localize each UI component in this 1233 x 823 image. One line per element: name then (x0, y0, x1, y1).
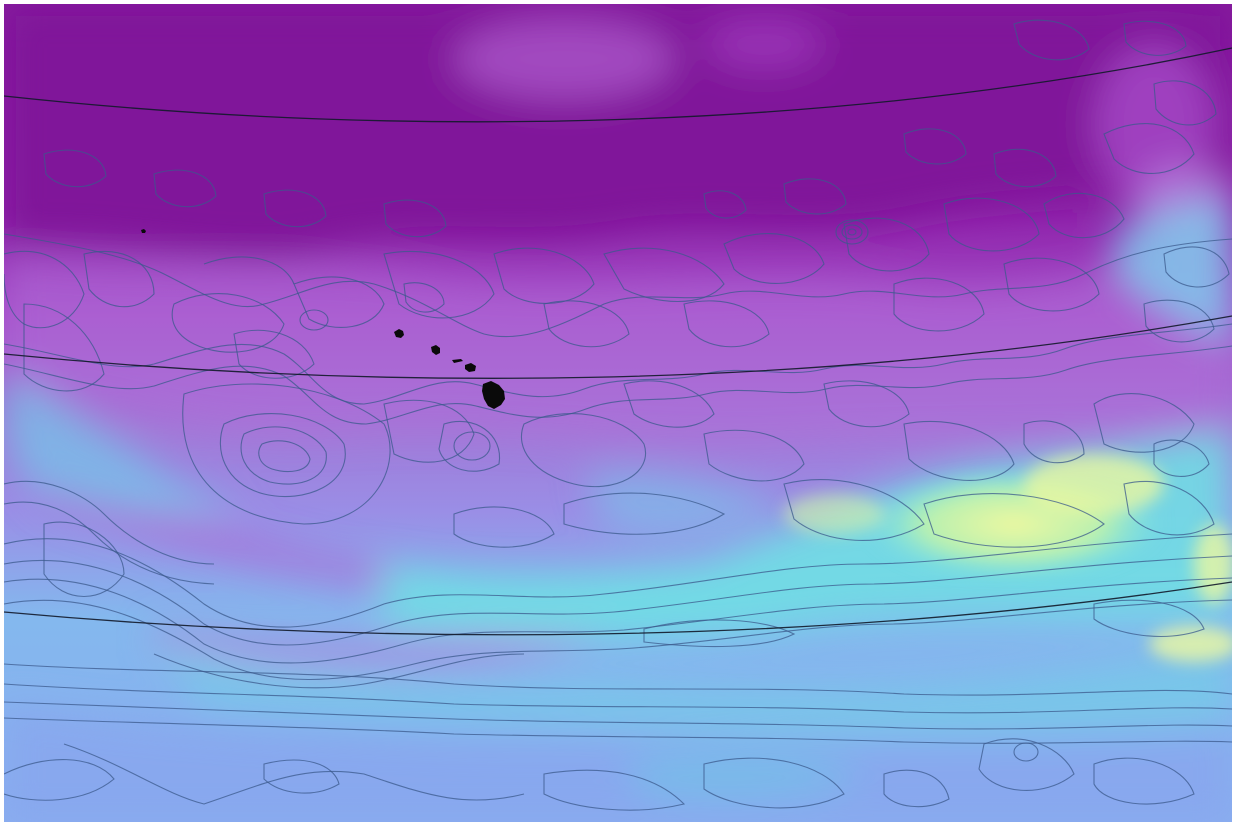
island-niihau (141, 229, 146, 233)
field-highlights (784, 454, 1232, 662)
hawaiian-islands (141, 229, 505, 409)
ocean-map[interactable] (4, 4, 1232, 822)
graticule (4, 47, 1232, 636)
latitude-line-north (4, 47, 1232, 123)
island-maui (465, 363, 476, 372)
island-hawaii (482, 381, 505, 409)
island-oahu (431, 345, 440, 355)
island-kauai (394, 329, 404, 338)
ocean-field-svg (4, 4, 1232, 822)
latitude-line-south (4, 581, 1232, 636)
contour-lines (4, 19, 1232, 811)
island-molokai (452, 359, 463, 363)
latitude-line-middle (4, 315, 1232, 379)
